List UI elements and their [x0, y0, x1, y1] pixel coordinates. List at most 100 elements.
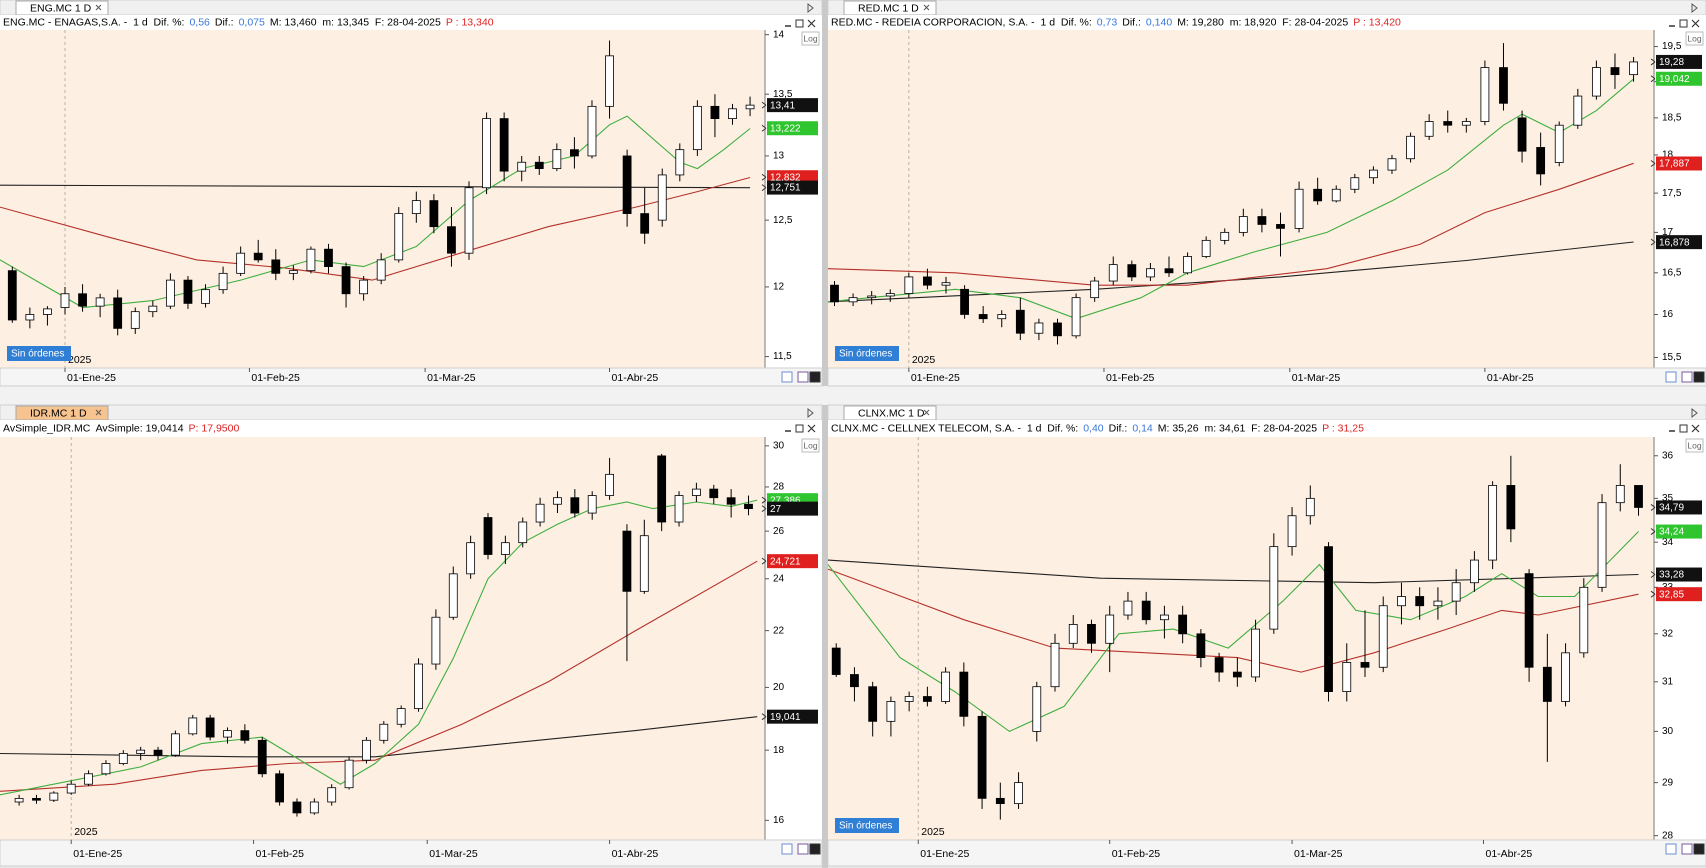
- toolbar-button[interactable]: [1681, 843, 1693, 855]
- y-tick-label: 18,5: [1662, 113, 1682, 124]
- toolbar-button[interactable]: [1681, 371, 1693, 383]
- tab-scroll[interactable]: [807, 2, 814, 14]
- candle-body: [84, 773, 93, 785]
- header-field: M: 19,280 m: 18,920 F: 28-04-2025: [1177, 16, 1348, 28]
- candle-body: [1378, 605, 1388, 668]
- candle-body: [1424, 121, 1434, 137]
- window-close[interactable]: [1691, 19, 1700, 28]
- price-badge: [1656, 567, 1702, 582]
- candle-body: [1105, 614, 1115, 644]
- candle-body: [570, 149, 579, 157]
- toolbar-button[interactable]: [797, 371, 809, 383]
- column-splitter[interactable]: [822, 0, 828, 868]
- header-bar: [828, 420, 1706, 437]
- header-field: M: 35,26 m: 34,61 F: 28-04-2025: [1158, 422, 1318, 434]
- tab-scroll[interactable]: [1691, 407, 1698, 419]
- tab-close[interactable]: [923, 409, 930, 416]
- tab-label: RED.MC 1 D: [858, 2, 919, 14]
- window-close[interactable]: [807, 424, 816, 433]
- row-splitter[interactable]: [0, 386, 1706, 405]
- toolbar-button[interactable]: [1693, 371, 1705, 383]
- tab-close[interactable]: [923, 4, 930, 11]
- toolbar-button[interactable]: [809, 843, 821, 855]
- candle-body: [447, 226, 456, 254]
- y-tick-label: 36: [1662, 450, 1674, 461]
- candle-body: [411, 200, 421, 214]
- candle-body: [1469, 559, 1479, 584]
- orders-button[interactable]: [7, 346, 71, 361]
- log-button[interactable]: [1685, 438, 1704, 453]
- candle-body: [118, 753, 128, 764]
- window-maximize[interactable]: [795, 424, 804, 433]
- y-tick-label: 12: [773, 282, 785, 293]
- tab-scroll[interactable]: [807, 407, 814, 419]
- log-button[interactable]: [801, 31, 820, 46]
- toolbar-button[interactable]: [1693, 843, 1705, 855]
- date-strip: [0, 839, 823, 867]
- toolbar-button[interactable]: [797, 843, 809, 855]
- y-tick-label: 26: [773, 526, 785, 537]
- candle-body: [1183, 256, 1192, 274]
- window-maximize[interactable]: [795, 19, 804, 28]
- candle-body: [1324, 546, 1333, 693]
- log-button-label: Log: [803, 33, 817, 43]
- window-close[interactable]: [807, 19, 816, 28]
- candle-body: [1220, 231, 1230, 241]
- price-axis: [765, 30, 822, 368]
- candle-body: [7, 270, 17, 321]
- x-tick-label: 01-Abr-25: [1486, 848, 1533, 860]
- tab-scroll[interactable]: [1691, 2, 1698, 14]
- y-tick-label: 29: [1662, 777, 1674, 788]
- window-close[interactable]: [1691, 424, 1700, 433]
- x-tick-label: 01-Ene-25: [911, 372, 960, 384]
- price-badge-label: 27,386: [770, 495, 801, 506]
- candle-body: [1397, 596, 1406, 607]
- candle-body: [1591, 67, 1601, 97]
- candle-body: [1269, 546, 1279, 630]
- tab-close[interactable]: [95, 409, 102, 416]
- candle-body: [904, 276, 914, 294]
- toolbar-button[interactable]: [1665, 371, 1677, 383]
- tab-strip: [827, 0, 1706, 16]
- y-tick-label: 16: [1662, 309, 1674, 320]
- candle-body: [622, 530, 632, 592]
- candle-body: [1178, 614, 1188, 635]
- price-badge-arrow: [761, 124, 767, 132]
- candle-body: [1015, 309, 1025, 334]
- price-badge-arrow: [1650, 58, 1656, 66]
- year-label: 2025: [921, 826, 945, 838]
- window-maximize[interactable]: [1679, 424, 1688, 433]
- candle-body: [1127, 264, 1137, 278]
- orders-button[interactable]: [835, 818, 899, 833]
- candle-body: [1443, 121, 1453, 126]
- candle-body: [414, 663, 423, 710]
- candle-body: [1542, 666, 1552, 702]
- toolbar-button[interactable]: [809, 371, 821, 383]
- price-badge-label: 34,24: [1659, 527, 1684, 538]
- header-field: 0,140: [1146, 16, 1172, 28]
- header-text: AvSimple_IDR.MC AvSimple: 19,0414 P: 17,9…: [3, 422, 239, 434]
- log-button[interactable]: [1685, 31, 1704, 46]
- toolbar-button[interactable]: [1665, 843, 1677, 855]
- orders-button[interactable]: [835, 346, 899, 361]
- tab-strip: [827, 404, 1706, 421]
- plot-area: [0, 30, 765, 368]
- price-badge: [767, 98, 818, 113]
- tab-close[interactable]: [95, 4, 102, 11]
- y-tick-label: 34: [1662, 537, 1674, 548]
- candle-body: [923, 276, 932, 286]
- candle-body: [1214, 657, 1224, 673]
- price-badge-label: 19,042: [1659, 74, 1690, 85]
- toolbar-button[interactable]: [781, 371, 793, 383]
- log-button[interactable]: [801, 438, 820, 453]
- y-tick-label: 22: [773, 625, 785, 636]
- y-tick-label: 35: [1662, 493, 1674, 504]
- candle-body: [1488, 485, 1498, 561]
- candle-body: [1160, 614, 1169, 621]
- window-maximize[interactable]: [1679, 19, 1688, 28]
- candle-body: [1201, 239, 1211, 257]
- moving-average-line: [827, 241, 1634, 303]
- toolbar-button[interactable]: [781, 843, 793, 855]
- moving-average-line: [827, 568, 1639, 673]
- price-badge-arrow: [761, 505, 767, 513]
